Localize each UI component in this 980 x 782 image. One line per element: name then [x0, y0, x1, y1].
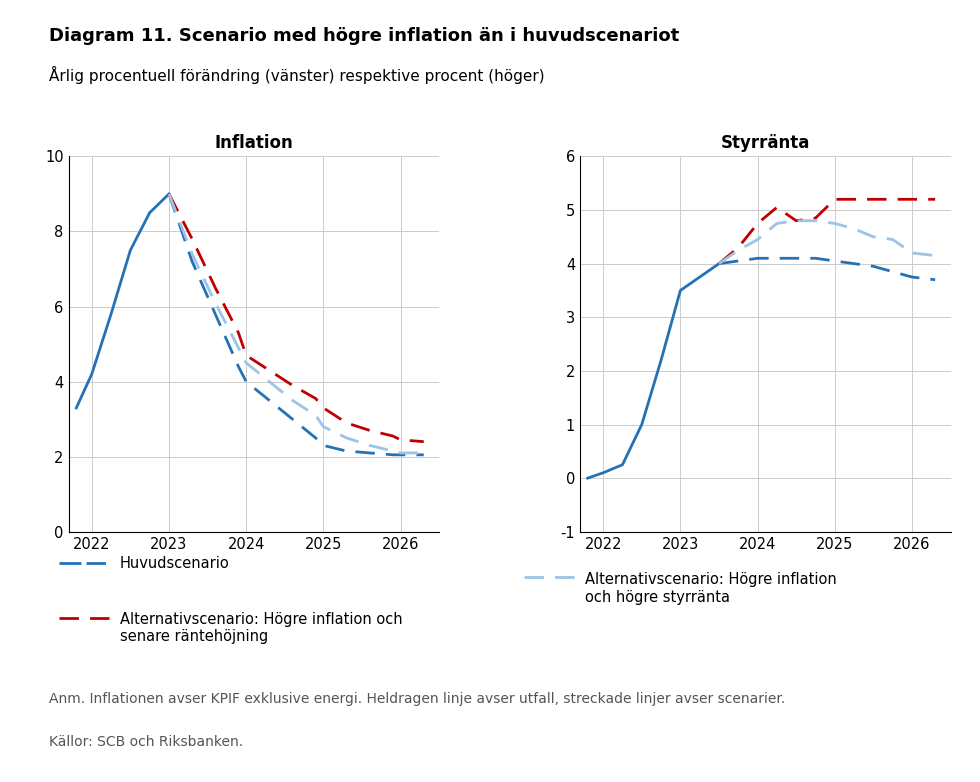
Text: Diagram 11. Scenario med högre inflation än i huvudscenariot: Diagram 11. Scenario med högre inflation… — [49, 27, 679, 45]
Text: Alternativscenario: Högre inflation och
senare räntehöjning: Alternativscenario: Högre inflation och … — [120, 612, 402, 644]
Text: Anm. Inflationen avser KPIF exklusive energi. Heldragen linje avser utfall, stre: Anm. Inflationen avser KPIF exklusive en… — [49, 692, 785, 706]
Title: Inflation: Inflation — [215, 134, 293, 152]
Text: Årlig procentuell förändring (vänster) respektive procent (höger): Årlig procentuell förändring (vänster) r… — [49, 66, 545, 84]
Text: Huvudscenario: Huvudscenario — [120, 555, 229, 571]
Title: Styrränta: Styrränta — [720, 134, 810, 152]
Text: Källor: SCB och Riksbanken.: Källor: SCB och Riksbanken. — [49, 735, 243, 749]
Text: Alternativscenario: Högre inflation
och högre styrränta: Alternativscenario: Högre inflation och … — [585, 572, 837, 604]
